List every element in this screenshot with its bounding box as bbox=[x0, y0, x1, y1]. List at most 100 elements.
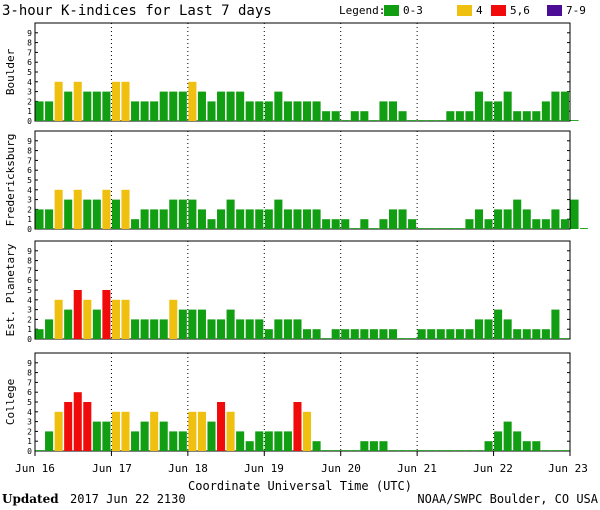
k-index-bar bbox=[331, 111, 340, 121]
k-index-bar bbox=[312, 441, 321, 451]
x-tick-label: Jun 17 bbox=[92, 462, 132, 475]
k-index-bar bbox=[436, 450, 445, 451]
x-tick-label: Jun 21 bbox=[397, 462, 437, 475]
k-index-bar bbox=[264, 209, 273, 229]
y-tick-label: 2 bbox=[27, 205, 32, 214]
updated-label: Updated bbox=[2, 492, 59, 506]
k-index-bar bbox=[455, 228, 464, 229]
k-index-bar bbox=[322, 450, 331, 451]
y-tick-label: 0 bbox=[27, 117, 32, 126]
k-index-bar bbox=[398, 450, 407, 451]
x-tick-label: Jun 22 bbox=[473, 462, 513, 475]
k-index-bar bbox=[83, 199, 92, 229]
k-index-bar bbox=[369, 228, 378, 229]
legend-entry-7-9: 7-9 bbox=[566, 4, 586, 17]
x-tick-label: Jun 23 bbox=[548, 462, 588, 475]
k-index-bar bbox=[350, 111, 359, 121]
y-tick-label: 7 bbox=[27, 378, 32, 387]
k-index-bar bbox=[417, 450, 426, 451]
k-index-bar bbox=[64, 309, 73, 339]
k-index-bar bbox=[35, 209, 44, 229]
k-index-bar bbox=[341, 450, 350, 451]
k-index-bar bbox=[245, 441, 254, 451]
k-index-bar bbox=[274, 199, 283, 229]
k-index-bar bbox=[92, 309, 101, 339]
k-index-bar bbox=[255, 209, 264, 229]
k-index-bar bbox=[446, 329, 455, 339]
k-index-bar bbox=[54, 189, 63, 229]
k-index-bar bbox=[474, 319, 484, 339]
station-label: Est. Planetary bbox=[4, 243, 17, 336]
k-index-bar bbox=[207, 319, 216, 339]
k-index-bar bbox=[178, 91, 187, 121]
k-index-bar bbox=[322, 111, 331, 121]
k-index-bar bbox=[159, 421, 168, 451]
y-tick-label: 1 bbox=[27, 325, 32, 334]
k-index-bar bbox=[150, 319, 159, 339]
k-index-bar bbox=[532, 329, 541, 339]
x-tick-label: Jun 20 bbox=[321, 462, 361, 475]
k-index-bar bbox=[102, 91, 111, 121]
x-tick-label: Jun 18 bbox=[168, 462, 208, 475]
k-index-bar bbox=[388, 329, 398, 339]
k-index-bar bbox=[541, 101, 550, 121]
k-index-bar bbox=[150, 411, 159, 451]
k-index-bar bbox=[121, 299, 130, 339]
k-index-bar bbox=[513, 431, 522, 451]
y-tick-label: 7 bbox=[27, 266, 32, 275]
k-index-bar bbox=[360, 441, 369, 451]
x-tick-label: Jun 16 bbox=[15, 462, 55, 475]
k-index-bar bbox=[83, 299, 92, 339]
y-tick-label: 7 bbox=[27, 156, 32, 165]
k-index-bar bbox=[341, 219, 350, 229]
y-tick-label: 8 bbox=[27, 369, 32, 378]
k-index-bar bbox=[217, 91, 226, 121]
k-index-bar bbox=[217, 402, 226, 451]
k-index-bar bbox=[560, 219, 569, 229]
k-index-bar bbox=[35, 450, 44, 451]
k-index-bar bbox=[350, 228, 359, 229]
k-index-bar bbox=[150, 101, 159, 121]
y-tick-label: 4 bbox=[27, 78, 32, 87]
k-index-bar bbox=[341, 120, 350, 121]
legend-swatch-7-9 bbox=[547, 5, 562, 16]
k-index-bar bbox=[274, 431, 283, 451]
k-index-bar bbox=[503, 209, 512, 229]
k-index-bar bbox=[226, 411, 235, 451]
k-index-bar bbox=[178, 431, 187, 451]
k-index-bar bbox=[188, 81, 197, 121]
k-index-bar bbox=[388, 450, 398, 451]
k-index-bar bbox=[274, 319, 283, 339]
k-index-bar bbox=[255, 431, 264, 451]
k-index-bar bbox=[484, 319, 493, 339]
k-index-bar bbox=[102, 421, 111, 451]
k-index-bar bbox=[417, 120, 426, 121]
k-index-bar bbox=[217, 319, 226, 339]
k-index-bar bbox=[283, 431, 292, 451]
y-tick-label: 4 bbox=[27, 408, 32, 417]
k-index-bar bbox=[417, 329, 426, 339]
k-index-bar bbox=[455, 329, 464, 339]
k-index-bar bbox=[35, 101, 44, 121]
k-index-bar bbox=[64, 91, 73, 121]
k-index-bar bbox=[369, 120, 378, 121]
k-index-bar bbox=[303, 101, 312, 121]
station-label: Boulder bbox=[4, 48, 17, 95]
k-index-bar bbox=[236, 431, 245, 451]
y-tick-label: 4 bbox=[27, 186, 32, 195]
k-index-bar bbox=[398, 111, 407, 121]
k-index-bar bbox=[102, 189, 111, 229]
k-index-bar bbox=[350, 329, 359, 339]
k-index-bar bbox=[551, 450, 560, 451]
y-tick-label: 2 bbox=[27, 427, 32, 436]
k-index-bar bbox=[455, 111, 464, 121]
k-index-bar bbox=[264, 329, 273, 339]
k-index-bar bbox=[73, 392, 82, 451]
k-index-bar bbox=[255, 101, 264, 121]
y-tick-label: 9 bbox=[27, 137, 32, 146]
k-index-bar bbox=[197, 309, 206, 339]
k-index-bar bbox=[532, 219, 541, 229]
k-index-bar bbox=[45, 319, 54, 339]
k-index-bar bbox=[312, 209, 321, 229]
